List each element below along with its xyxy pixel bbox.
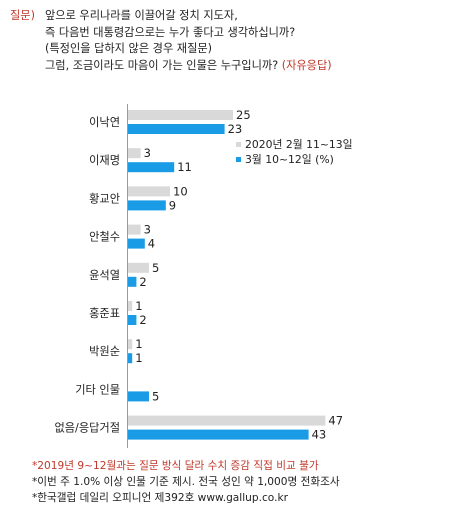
category-label: 없음/응답거절 xyxy=(54,421,120,435)
bar-current xyxy=(128,162,175,173)
value-label-current: 43 xyxy=(312,428,327,442)
question-text-1: 앞으로 우리나라를 이끌어갈 정치 지도자, xyxy=(45,9,238,22)
value-label-previous: 1 xyxy=(135,299,142,313)
bar-current xyxy=(128,353,133,364)
bar-current xyxy=(128,276,137,287)
value-label-previous: 47 xyxy=(328,414,343,428)
category-label: 이낙연 xyxy=(89,116,120,129)
category-label: 황교안 xyxy=(89,192,120,205)
category-label: 이재명 xyxy=(89,154,120,167)
value-label-current: 4 xyxy=(148,237,155,251)
bar-current xyxy=(128,391,149,402)
bar-current xyxy=(128,200,166,211)
category-label: 박원순 xyxy=(89,344,120,358)
footnote-red: *2019년 9~12월과는 질문 방식 달라 수치 증감 직접 비교 불가 xyxy=(32,460,319,472)
bar-previous xyxy=(128,224,141,235)
bar-current xyxy=(128,315,137,325)
value-label-previous: 1 xyxy=(135,337,142,351)
value-label-current: 2 xyxy=(139,275,146,289)
legend-label: 3월 10~12일 (%) xyxy=(245,152,334,166)
value-label-previous: 25 xyxy=(236,108,251,122)
question-text-3: (특정인을 답하지 않은 경우 재질문) xyxy=(45,42,213,55)
value-label-current: 9 xyxy=(169,198,176,212)
category-label: 홍준표 xyxy=(89,306,120,320)
question-line-1: 질문) 앞으로 우리나라를 이끌어갈 정치 지도자, xyxy=(10,8,450,25)
value-label-previous: 5 xyxy=(152,261,159,275)
bar-current xyxy=(128,238,145,249)
legend-swatch xyxy=(236,157,241,162)
footnote-2: *한국갤럽 데일리 오피니언 제392호 www.gallup.co.kr xyxy=(32,492,288,504)
value-label-previous: 3 xyxy=(144,223,151,237)
bar-previous xyxy=(128,110,233,120)
bar-current xyxy=(128,429,309,440)
question-text-4: 그럼, 조금이라도 마음이 가는 인물은 누구입니까? xyxy=(45,58,279,72)
bar-previous xyxy=(128,339,133,350)
bar-previous xyxy=(128,415,326,426)
bar-current xyxy=(128,124,225,134)
question-text-2: 즉 다음번 대통령감으로는 누가 좋다고 생각하십니까? xyxy=(45,25,296,39)
value-label-previous: 3 xyxy=(144,146,151,160)
legend-label: 2020년 2월 11~13일 xyxy=(245,137,353,151)
legend-swatch xyxy=(236,142,241,147)
category-label: 윤석열 xyxy=(89,269,120,282)
value-label-current: 23 xyxy=(228,122,243,136)
bar-previous xyxy=(128,148,141,159)
value-label-previous: 10 xyxy=(173,184,188,198)
question-block: 질문) 앞으로 우리나라를 이끌어갈 정치 지도자, 즉 다음번 대통령감으로는… xyxy=(10,8,450,74)
category-label: 기타 인물 xyxy=(75,383,120,396)
footnote-1: *이번 주 1.0% 이상 인물 기준 제시. 전국 성인 약 1,000명 전… xyxy=(32,476,340,488)
value-label-current: 1 xyxy=(135,351,142,365)
bar-previous xyxy=(128,301,133,311)
value-label-current: 5 xyxy=(152,389,159,403)
bar-previous xyxy=(128,186,170,197)
value-label-current: 11 xyxy=(177,160,192,174)
bar-chart: 이낙연2523이재명311황교안109안철수34윤석열52홍준표12박원순11기… xyxy=(54,104,353,448)
bar-previous xyxy=(128,262,149,273)
category-label: 안철수 xyxy=(89,231,120,244)
question-note: (자유응답) xyxy=(281,58,332,72)
footnotes: *2019년 9~12월과는 질문 방식 달라 수치 증감 직접 비교 불가 *… xyxy=(32,458,340,506)
value-label-current: 2 xyxy=(139,313,146,327)
question-tag: 질문) xyxy=(10,9,35,22)
question-line-4: 그럼, 조금이라도 마음이 가는 인물은 누구입니까? (자유응답) xyxy=(10,58,450,75)
